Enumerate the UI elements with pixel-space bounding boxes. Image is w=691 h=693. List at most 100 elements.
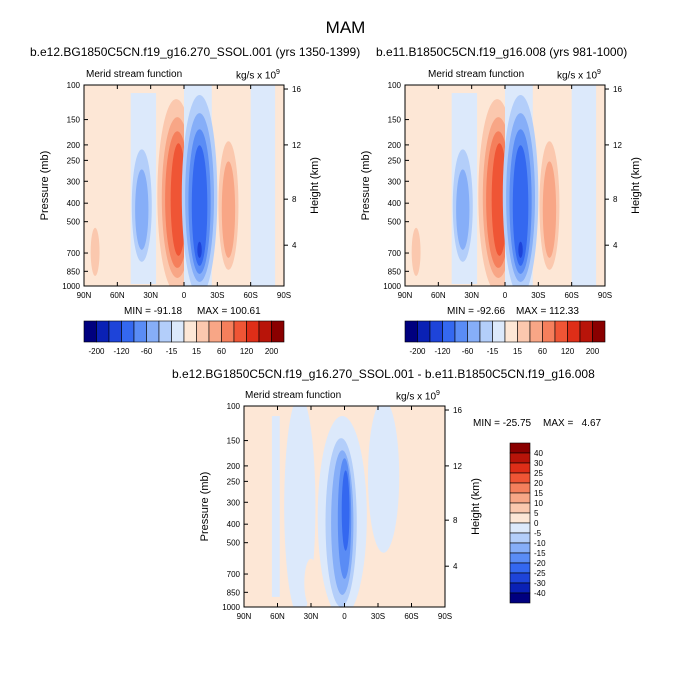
panel1-ytick-label: 1000 [62, 282, 80, 291]
panel2-ytick-label: 400 [388, 199, 402, 208]
colorbar3-label: 25 [534, 469, 543, 478]
panel2-y2tick-label: 4 [613, 241, 618, 250]
panel1-ylabel: Pressure (mb) [39, 151, 51, 221]
colorbar3-box [509, 532, 531, 544]
colorbar1-box [271, 320, 285, 343]
colorbar2-box [429, 320, 443, 343]
colorbar1-box [158, 320, 172, 343]
colorbar1-label: 15 [192, 347, 201, 356]
panel1-units: kg/s x 109 [236, 69, 280, 82]
panel1-neg-band-s [250, 85, 276, 286]
colorbar3-label: 5 [534, 509, 539, 518]
panel1-ytick-label: 200 [67, 141, 81, 150]
panel3-units: kg/s x 109 [396, 390, 440, 403]
panel2-y2tick-label: 12 [613, 141, 622, 150]
panel1-subtitle: Merid stream function [86, 69, 183, 80]
panel3-neg-band-n [271, 416, 280, 597]
colorbar2-box [479, 320, 493, 343]
panel1-ytick-label: 150 [67, 116, 81, 125]
panel1-xtick-label: 60S [244, 291, 258, 300]
colorbar2-label: 60 [538, 347, 547, 356]
colorbar3-label: 30 [534, 459, 543, 468]
colorbar3-label: -30 [534, 579, 546, 588]
panel3-xtick-label: 30N [304, 612, 319, 621]
colorbar1-box [108, 320, 122, 343]
panel3-y2tick-label: 8 [453, 516, 458, 525]
colorbar2-box [542, 320, 556, 343]
panel3-y2label: Height (km) [470, 478, 482, 535]
panel3-ytick-label: 700 [227, 570, 241, 579]
panel3-title: b.e12.BG1850C5CN.f19_g16.270_SSOL.001 - … [172, 367, 595, 381]
colorbar2-label: 200 [586, 347, 600, 356]
panel2-y2tick-label: 16 [613, 85, 622, 94]
colorbar3-label: -10 [534, 539, 546, 548]
panel2-y2tick-label: 8 [613, 195, 618, 204]
colorbar2-box [492, 320, 506, 343]
colorbar1-label: 200 [265, 347, 279, 356]
colorbar1-box [208, 320, 222, 343]
panel1-field [84, 85, 284, 286]
colorbar3-box [509, 542, 531, 554]
colorbar1-label: -15 [166, 347, 178, 356]
panel1-ferrel-s-3 [221, 161, 236, 258]
colorbar2-box [554, 320, 568, 343]
panel1-hadley-s-core [197, 241, 202, 258]
panel3-field [244, 406, 445, 607]
colorbar2-box [454, 320, 468, 343]
colorbar1-box [146, 320, 160, 343]
panel1-polar-n [90, 227, 100, 276]
colorbar1-box [246, 320, 260, 343]
colorbar3-box [509, 512, 531, 524]
panel1-ytick-label: 500 [67, 218, 81, 227]
panel1-ytick-label: 100 [67, 81, 81, 90]
panel3-ytick-label: 850 [227, 588, 241, 597]
panel1-ytick-label: 300 [67, 177, 81, 186]
colorbar3-box [509, 502, 531, 514]
colorbar1-box [171, 320, 185, 343]
panel3-y2tick-label: 12 [453, 462, 462, 471]
panel2-hadley-s-5 [512, 145, 529, 266]
colorbar2-label: 15 [513, 347, 522, 356]
colorbar2-box [529, 320, 543, 343]
panel3-xtick-label: 60S [404, 612, 418, 621]
panel3-subtitle: Merid stream function [245, 390, 342, 401]
colorbar2-label: -120 [434, 347, 451, 356]
colorbar3-box [509, 522, 531, 534]
colorbar1-label: -120 [113, 347, 130, 356]
panel2-ytick-label: 850 [388, 267, 402, 276]
colorbar1-box [133, 320, 147, 343]
panel1-xtick-label: 30S [210, 291, 224, 300]
colorbar1-box [96, 320, 110, 343]
panel3-xtick-label: 0 [342, 612, 347, 621]
panel3-ytick-label: 100 [227, 402, 241, 411]
panel1-ytick-label: 250 [67, 156, 81, 165]
panel2-subtitle: Merid stream function [428, 69, 525, 80]
panel2-units: kg/s x 109 [557, 69, 601, 82]
colorbar2-label: -60 [462, 347, 474, 356]
colorbar1-label: 120 [240, 347, 254, 356]
colorbar1-box [233, 320, 247, 343]
colorbar2-box [567, 320, 581, 343]
colorbar3-label: 20 [534, 479, 543, 488]
panel1-ferrel-n-3 [135, 169, 149, 250]
panel3-ytick-label: 250 [227, 477, 241, 486]
panel1-title: b.e12.BG1850C5CN.f19_g16.270_SSOL.001 (y… [30, 45, 361, 59]
colorbar3-label: -20 [534, 559, 546, 568]
colorbar1-box [83, 320, 97, 343]
colorbar3-box [509, 582, 531, 594]
panel2-xtick-label: 30N [464, 291, 479, 300]
colorbar1-box [196, 320, 210, 343]
colorbar3-box [509, 472, 531, 484]
colorbar3-label: -5 [534, 529, 542, 538]
colorbar3-box [509, 572, 531, 584]
colorbar3-label: -25 [534, 569, 546, 578]
colorbar2-label: -200 [409, 347, 426, 356]
panel3-ytick-label: 400 [227, 520, 241, 529]
colorbar2-label: 120 [561, 347, 575, 356]
panel3-ytick-label: 500 [227, 539, 241, 548]
panel3-pos-low [304, 558, 318, 607]
panel3-ytick-label: 300 [227, 498, 241, 507]
colorbar1-label: 60 [217, 347, 226, 356]
panel2-ferrel-s-3 [542, 161, 557, 258]
colorbar2-box [592, 320, 606, 343]
